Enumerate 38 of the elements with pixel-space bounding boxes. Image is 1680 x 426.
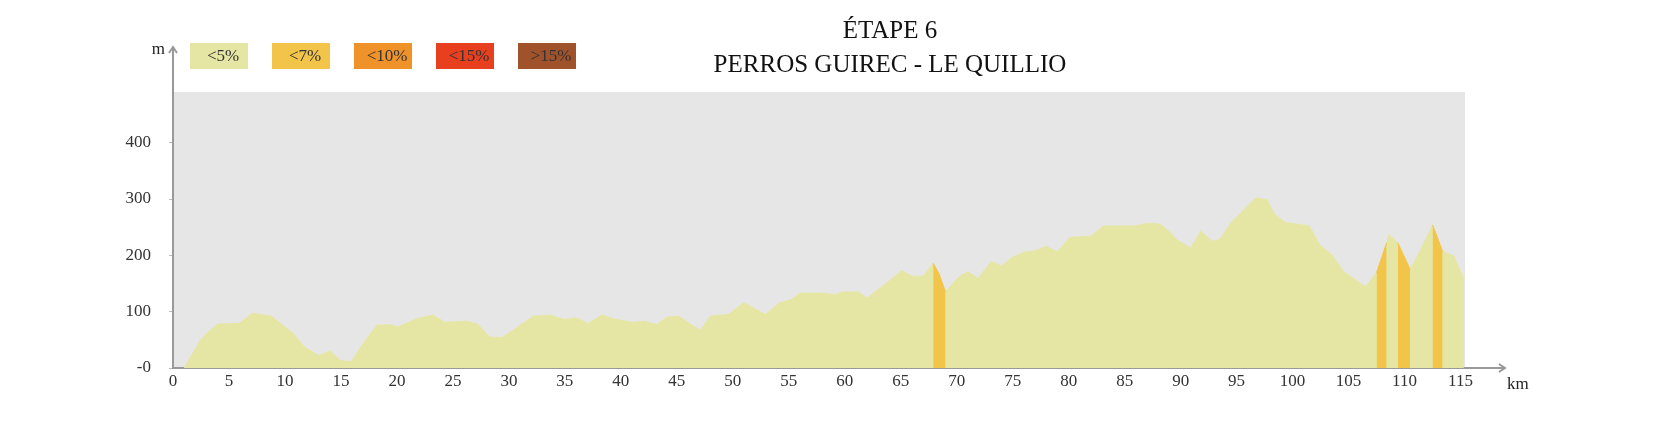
x-tick-label: 95 <box>1228 370 1246 390</box>
y-tick-label: 300 <box>125 188 151 208</box>
chart-subtitle: PERROS GUIREC - LE QUILLIO <box>712 50 1068 78</box>
x-tick-label: 25 <box>444 370 462 390</box>
y-tick-label: 400 <box>125 132 151 152</box>
x-axis-title: km <box>1507 373 1529 393</box>
x-tick-label: 45 <box>668 370 686 390</box>
x-tick-label: 80 <box>1060 370 1078 390</box>
x-tick-label: 70 <box>948 370 966 390</box>
y-axis-title: m <box>151 39 165 59</box>
x-tick-label: 105 <box>1335 370 1362 390</box>
legend-label: <15% <box>444 43 494 69</box>
x-tick-label: 55 <box>780 370 798 390</box>
y-tick-label: -0 <box>136 357 151 377</box>
x-tick-label: 110 <box>1392 370 1417 390</box>
x-tick-label: 40 <box>612 370 630 390</box>
x-tick-label: 100 <box>1279 370 1306 390</box>
legend-label: >15% <box>526 43 576 69</box>
x-tick-label: 115 <box>1448 370 1473 390</box>
x-tick-label: 65 <box>892 370 910 390</box>
x-tick-label: 5 <box>224 370 234 390</box>
y-tick-label: 200 <box>125 244 151 264</box>
x-tick-label: 30 <box>500 370 518 390</box>
x-tick-label: 60 <box>836 370 854 390</box>
legend-label: <10% <box>362 43 412 69</box>
legend-label: <7% <box>280 43 330 69</box>
x-tick-label: 35 <box>556 370 574 390</box>
x-tick-label: 15 <box>332 370 350 390</box>
y-tick-label: 100 <box>125 301 151 321</box>
x-tick-label: 0 <box>168 370 178 390</box>
x-tick-label: 50 <box>724 370 742 390</box>
x-tick-label: 75 <box>1004 370 1022 390</box>
x-tick-label: 10 <box>276 370 294 390</box>
x-tick-label: 20 <box>388 370 406 390</box>
chart-title: ÉTAPE 6 <box>841 16 939 44</box>
x-tick-label: 85 <box>1116 370 1134 390</box>
legend-label: <5% <box>198 43 248 69</box>
x-tick-label: 90 <box>1172 370 1190 390</box>
